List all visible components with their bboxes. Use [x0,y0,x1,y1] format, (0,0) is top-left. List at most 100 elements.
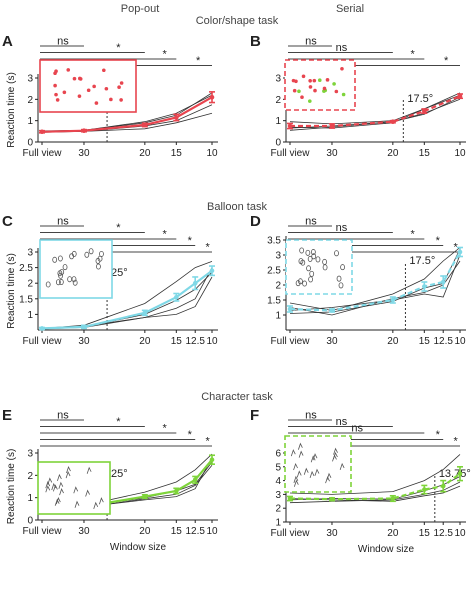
stimulus-item [300,95,304,100]
threshold-label: 13.75° [439,468,471,480]
significance-label: * [205,436,210,448]
significance-label: * [410,229,415,241]
stimulus-item [310,455,316,463]
threshold-label: 25° [111,267,128,279]
stimulus-item [62,264,68,271]
x-tick-label: 10 [454,528,466,539]
stimulus-item [293,462,298,471]
stimulus-item [308,78,312,83]
stimulus-item [309,270,315,277]
x-tick-label: 30 [78,526,90,537]
mean-point [457,249,463,255]
inset-frame [284,435,352,493]
stimulus-item [55,497,61,505]
stimulus-item [77,94,82,98]
stimulus-item [51,482,57,491]
x-tick-label: 20 [387,528,399,539]
x-tick-label: 10 [206,526,218,537]
significance-label: ns [336,42,348,54]
significance-label: * [188,235,193,247]
stimulus-item [62,90,67,95]
x-tick-label: Full view [271,336,311,347]
stimulus-item [58,279,64,286]
x-axis-label: Window size [358,544,415,555]
mean-point [192,477,198,483]
significance-label: * [453,436,458,448]
significance-label: ns [336,222,348,234]
stimulus-item [54,92,58,97]
stimulus-item [117,85,121,90]
stimulus-item [299,247,305,254]
stimulus-item [86,88,91,93]
stimulus-item [93,501,99,509]
stimulus-item [306,265,311,272]
stimulus-inset [284,59,356,111]
stimulus-item [57,255,63,262]
y-tick-label: 3 [27,248,33,259]
stimulus-item [55,279,61,286]
stimulus-item [298,450,304,458]
y-tick-label: 2 [27,279,33,290]
mean-point [329,123,335,129]
inset-frame [285,239,353,295]
mean-point [174,115,179,120]
x-tick-label: 10 [206,148,218,159]
mean-point [287,496,293,501]
significance-label: * [444,55,449,67]
stimulus-item [333,447,338,455]
x-tick-label: 30 [78,336,90,347]
y-tick-label: 3 [27,74,33,85]
stimulus-item [302,280,307,287]
y-tick-label: 2 [275,95,281,106]
y-tick-label: 0 [275,138,281,149]
stimulus-item [322,86,327,91]
stimulus-item [308,85,313,89]
stimulus-item [312,78,317,83]
column-header-serial: Serial [336,3,364,15]
stimulus-item [119,98,123,102]
x-tick-label: Full view [271,528,311,539]
x-tick-label: 30 [78,148,90,159]
stimulus-item [303,467,309,475]
stimulus-item [66,68,71,72]
mean-point [457,93,463,99]
stimulus-item [325,476,330,484]
mean-point [287,123,293,129]
x-tick-label: 20 [139,148,151,159]
stimulus-item [290,449,296,457]
mean-point [390,297,396,303]
mean-point [457,471,463,477]
x-tick-label: Full view [271,148,311,159]
y-tick-label: 3.5 [267,236,281,247]
stimulus-item [311,253,317,260]
stimulus-item [71,250,77,257]
significance-label: ns [305,36,317,48]
significance-label: * [436,429,441,441]
y-tick-label: 2 [275,281,281,292]
panel-letter: E [2,407,12,424]
subject-line [289,254,461,311]
significance-label: ns [336,416,348,428]
stimulus-item [57,473,62,482]
y-tick-label: 2 [27,95,33,106]
x-tick-label: 10 [454,336,466,347]
stimulus-item [96,263,101,270]
stimulus-item [308,276,313,283]
threshold-label: 17.5° [409,255,435,267]
mean-point [422,108,427,114]
x-tick-label: Full view [23,148,63,159]
stimulus-item [58,481,64,489]
x-tick-label: 15 [419,336,431,347]
subject-line [289,454,461,495]
y-tick-label: 0 [27,138,33,149]
stimulus-item [317,78,322,83]
y-tick-label: 3 [275,74,281,85]
x-tick-label: 20 [387,148,399,159]
panel-letter: B [250,33,261,50]
stimulus-item [85,489,90,497]
stimulus-item [296,470,302,478]
y-tick-label: 1 [27,116,33,127]
x-tick-label: 12.5 [433,336,453,347]
